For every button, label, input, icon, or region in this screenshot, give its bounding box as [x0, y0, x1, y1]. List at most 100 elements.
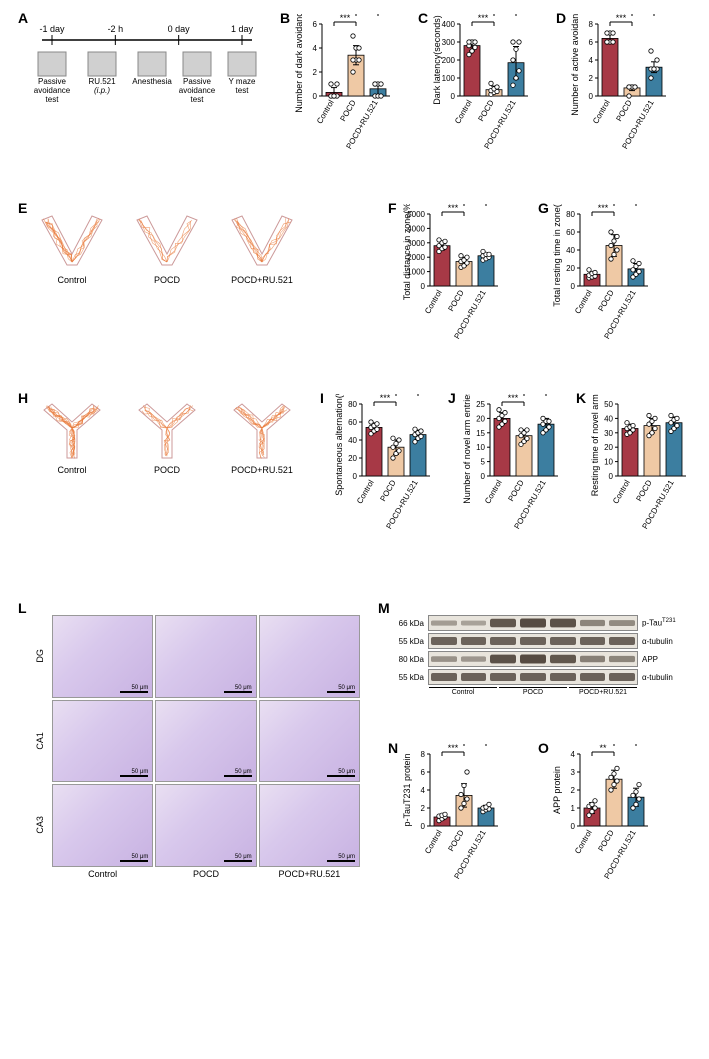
histology-grid: DG 50 μm 50 μm 50 μm CA1 50 μm 50 μm 50 … [30, 615, 360, 885]
svg-text:400: 400 [442, 20, 456, 29]
chart-b: 0246Number of dark avoidance******Contro… [290, 14, 400, 184]
svg-text:-1 day: -1 day [39, 24, 65, 34]
svg-text:Control: Control [573, 288, 594, 315]
svg-text:Passive: Passive [183, 77, 212, 86]
svg-text:Control: Control [423, 288, 444, 315]
svg-text:2: 2 [571, 786, 576, 795]
svg-text:200: 200 [442, 56, 456, 65]
svg-text:Control: Control [423, 828, 444, 855]
svg-text:Total resting time in zone(%): Total resting time in zone(%) [552, 204, 562, 307]
ymaze-h: ControlPOCDPOCD+RU.521 [32, 400, 302, 495]
blot-row: 80 kDa APP [388, 651, 688, 667]
histology-row-label: CA1 [30, 700, 50, 783]
svg-text:***: *** [340, 14, 351, 23]
svg-text:25: 25 [476, 400, 485, 409]
svg-text:Number of dark avoidance: Number of dark avoidance [294, 14, 304, 113]
svg-text:Anesthesia: Anesthesia [132, 77, 172, 86]
svg-text:20: 20 [566, 264, 575, 273]
panel-label-e: E [18, 200, 27, 216]
svg-text:300: 300 [442, 38, 456, 47]
panel-label-b: B [280, 10, 290, 26]
svg-text:6: 6 [421, 768, 426, 777]
svg-text:30: 30 [604, 429, 613, 438]
svg-text:0: 0 [609, 472, 614, 481]
svg-text:test: test [46, 95, 60, 104]
panel-label-h: H [18, 390, 28, 406]
svg-text:Control: Control [483, 478, 504, 505]
svg-text:POCD: POCD [506, 478, 525, 503]
chart-i: 020406080Spontaneous alternation(%)****C… [330, 394, 440, 564]
svg-text:***: *** [448, 744, 459, 753]
svg-text:0: 0 [571, 282, 576, 291]
histology-col-label: Control [52, 869, 153, 885]
svg-text:***: *** [616, 14, 627, 23]
svg-text:2: 2 [313, 68, 318, 77]
svg-text:2: 2 [589, 74, 594, 83]
svg-text:8: 8 [589, 20, 594, 29]
svg-text:POCD: POCD [634, 478, 653, 503]
blot-lane [428, 633, 638, 649]
svg-text:Resting time of novel arm(s): Resting time of novel arm(s) [590, 394, 600, 496]
svg-text:APP protein: APP protein [552, 766, 562, 814]
svg-text:4: 4 [421, 786, 426, 795]
svg-text:p-TauT231 protein: p-TauT231 protein [402, 753, 412, 826]
panel-label-i: I [320, 390, 324, 406]
svg-text:***: *** [478, 14, 489, 23]
svg-text:0: 0 [353, 472, 358, 481]
svg-text:Spontaneous alternation(%): Spontaneous alternation(%) [334, 394, 344, 496]
histology-image: 50 μm [155, 700, 256, 783]
blot-lane [428, 651, 638, 667]
svg-text:Number of active avoidance: Number of active avoidance [570, 14, 580, 116]
histology-image: 50 μm [259, 615, 360, 698]
histology-image: 50 μm [52, 700, 153, 783]
svg-text:10: 10 [604, 458, 613, 467]
svg-text:(i.p.): (i.p.) [94, 86, 110, 95]
svg-text:10: 10 [476, 443, 485, 452]
svg-text:3: 3 [571, 768, 576, 777]
histology-image: 50 μm [155, 784, 256, 867]
svg-text:60: 60 [566, 228, 575, 237]
svg-text:Control: Control [611, 478, 632, 505]
panel-label-f: F [388, 200, 397, 216]
chart-f: 010002000300040005000Total distance in z… [398, 204, 508, 374]
chart-n: 02468p-TauT231 protein****ControlPOCDPOC… [398, 744, 508, 914]
histology-image: 50 μm [259, 700, 360, 783]
svg-text:0: 0 [421, 282, 426, 291]
histology-row-label: CA3 [30, 784, 50, 867]
blot-protein: p-TauT231 [638, 618, 688, 628]
svg-text:4: 4 [313, 44, 318, 53]
svg-text:Y maze: Y maze [229, 77, 257, 86]
svg-text:0: 0 [421, 822, 426, 831]
svg-text:Control: Control [453, 98, 474, 125]
svg-text:Dark latency(seconds): Dark latency(seconds) [432, 15, 442, 105]
svg-text:POCD: POCD [596, 288, 615, 313]
svg-text:***: *** [380, 394, 391, 403]
svg-text:Control: Control [315, 98, 336, 125]
svg-text:***: *** [508, 394, 519, 403]
blot-kda: 80 kDa [388, 655, 428, 664]
panel-label-m: M [378, 600, 390, 616]
panel-label-a: A [18, 10, 28, 26]
histology-col-label: POCD [155, 869, 256, 885]
svg-text:4: 4 [571, 750, 576, 759]
svg-text:8: 8 [421, 750, 426, 759]
svg-text:**: ** [599, 744, 607, 753]
svg-text:40: 40 [604, 414, 613, 423]
blot-row: 66 kDa p-TauT231 [388, 615, 688, 631]
svg-text:POCD: POCD [614, 98, 633, 123]
blot-protein: α-tubulin [638, 637, 688, 646]
chart-d: 02468Number of active avoidance******Con… [566, 14, 676, 184]
panel-label-k: K [576, 390, 586, 406]
svg-text:test: test [191, 95, 205, 104]
blot-kda: 55 kDa [388, 673, 428, 682]
svg-text:20: 20 [476, 414, 485, 423]
svg-text:80: 80 [566, 210, 575, 219]
western-blot: 66 kDa p-TauT231 55 kDa α-tubulin 80 kDa… [388, 615, 688, 696]
svg-text:POCD: POCD [596, 828, 615, 853]
blot-group-labels: ControlPOCDPOCD+RU.521 [428, 687, 638, 696]
histology-image: 50 μm [259, 784, 360, 867]
blot-protein: APP [638, 655, 688, 664]
svg-text:avoidance: avoidance [34, 86, 71, 95]
blot-lane [428, 669, 638, 685]
svg-text:avoidance: avoidance [179, 86, 216, 95]
